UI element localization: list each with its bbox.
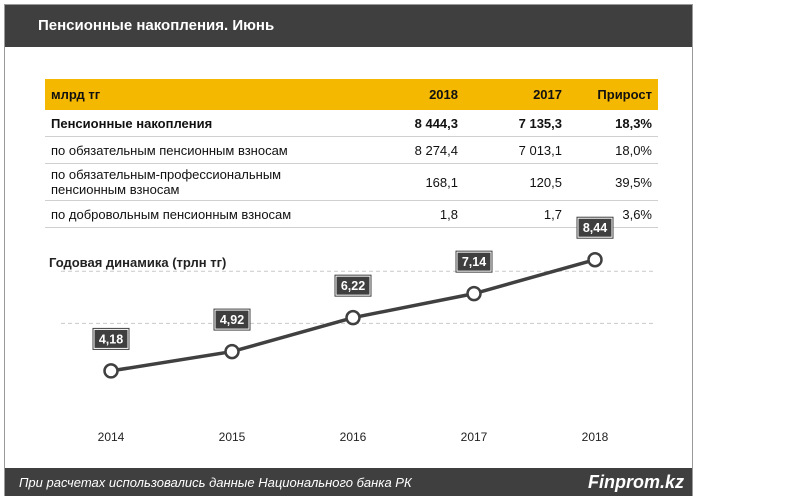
data-label-box [455, 250, 493, 273]
cell-2017: 120,5 [464, 163, 568, 201]
infographic-card: Пенсионные накопления. Июнь млрд тг 2018… [4, 4, 693, 496]
data-point [345, 309, 361, 326]
table-row: по добровольным пенсионным взносам 1,8 1… [45, 200, 658, 228]
table-row: по обязательным-профессиональным пенсион… [45, 163, 658, 201]
data-point [224, 343, 240, 360]
cell-growth: 39,5% [568, 163, 658, 201]
chart-title: Годовая динамика (трлн тг) [49, 255, 227, 270]
data-point [466, 285, 482, 302]
data-label-frame [456, 251, 492, 272]
cell-2018: 168,1 [360, 163, 464, 201]
x-tick-label: 2018 [582, 430, 609, 444]
row-label: по обязательным-профессиональным пенсион… [45, 163, 360, 201]
line-chart: 4,18 2014 4,92 2015 6,22 2016 7,14 2017 8,44 2018 [61, 216, 655, 444]
cell-growth: 18,0% [568, 136, 658, 164]
column-header-2017: 2017 [464, 79, 568, 110]
cell-2017: 7 013,1 [464, 136, 568, 164]
footer-bar: При расчетах использовались данные Нацио… [5, 468, 692, 496]
data-label-frame [214, 309, 250, 330]
data-label-box [92, 327, 130, 350]
data-label: 6,22 [341, 279, 365, 293]
cell-2017: 1,7 [464, 200, 568, 228]
column-header-unit: млрд тг [45, 79, 360, 110]
table-row: по обязательным пенсионным взносам 8 274… [45, 136, 658, 164]
row-label: Пенсионные накопления [45, 110, 360, 137]
data-label: 4,92 [220, 313, 244, 327]
pension-table: млрд тг 2018 2017 Прирост Пенсионные нак… [45, 79, 658, 228]
row-label: по добровольным пенсионным взносам [45, 200, 360, 228]
data-label-frame [577, 217, 613, 238]
x-tick-label: 2016 [340, 430, 367, 444]
cell-2017: 7 135,3 [464, 110, 568, 137]
data-point [587, 251, 603, 268]
brand-logo-text: Finprom.kz [587, 472, 684, 492]
x-tick-label: 2015 [219, 430, 246, 444]
cell-2018: 8 444,3 [360, 110, 464, 137]
header-bar: Пенсионные накопления. Июнь [5, 5, 692, 47]
table-header-row: млрд тг 2018 2017 Прирост [45, 79, 658, 110]
data-label-frame [335, 275, 371, 296]
x-tick-label: 2014 [98, 430, 125, 444]
data-point [103, 363, 119, 379]
x-tick-label: 2017 [461, 430, 488, 444]
data-label: 4,18 [99, 332, 123, 346]
source-note: При расчетах использовались данные Нацио… [19, 475, 412, 490]
data-label-box [213, 308, 251, 331]
data-label-box [576, 216, 614, 239]
data-label-box [334, 274, 372, 297]
page-title: Пенсионные накопления. Июнь [38, 17, 275, 34]
data-label: 8,44 [583, 221, 607, 235]
cell-2018: 1,8 [360, 200, 464, 228]
column-header-2018: 2018 [360, 79, 464, 110]
cell-growth: 18,3% [568, 110, 658, 137]
table-row: Пенсионные накопления 8 444,3 7 135,3 18… [45, 110, 658, 137]
cell-2018: 8 274,4 [360, 136, 464, 164]
data-label: 7,14 [462, 255, 486, 269]
row-label: по обязательным пенсионным взносам [45, 136, 360, 164]
data-label-frame [93, 328, 129, 349]
column-header-growth: Прирост [568, 79, 658, 110]
